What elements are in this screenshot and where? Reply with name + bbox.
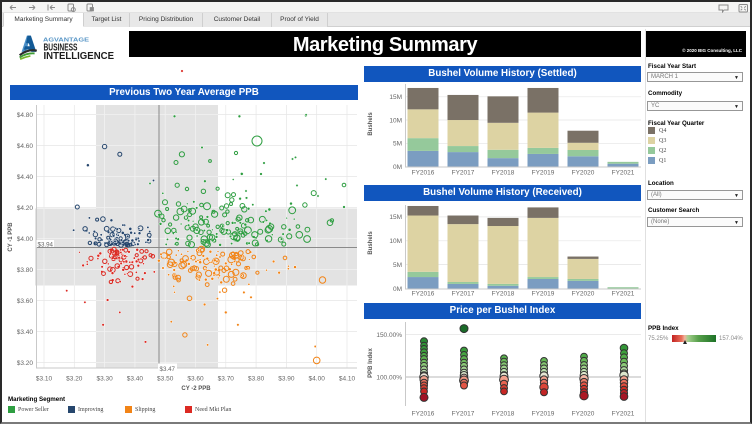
svg-text:INTELLIGENCE: INTELLIGENCE xyxy=(44,51,115,62)
svg-text:AGVANTAGE: AGVANTAGE xyxy=(43,37,89,43)
svg-text:BUSINESS: BUSINESS xyxy=(44,43,78,54)
